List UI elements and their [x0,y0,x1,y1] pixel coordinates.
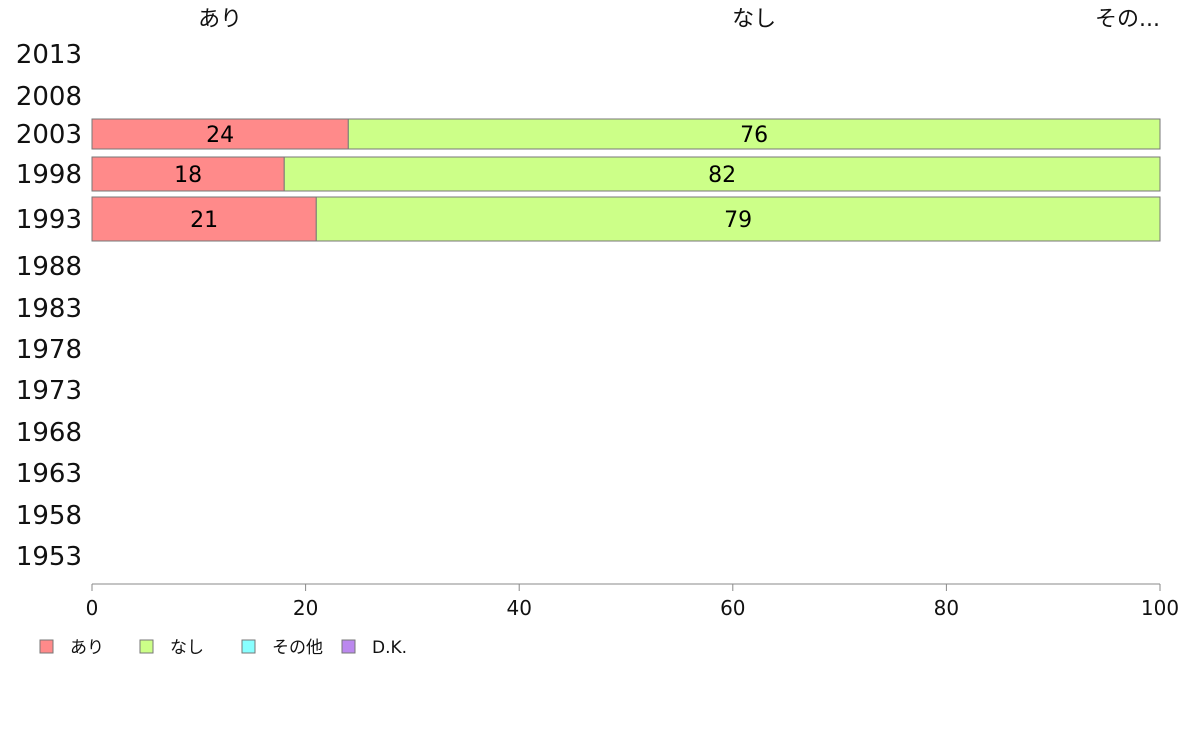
y-tick-label-1983: 1983 [16,294,82,324]
legend-label-2: その他 [272,638,323,658]
y-tick-label-1963: 1963 [16,459,82,489]
data-label-1998-1: 82 [708,163,736,188]
y-axis: 2013 2008 2003 1998 1993 1988 1983 1978 1973 1968… [16,40,82,572]
legend-swatch-1 [139,639,154,654]
legend-swatch-0 [39,639,54,654]
bar-segment-1993-1 [315,196,1161,242]
top-segment-labels: あり なし その... [198,7,1160,32]
bar-segment-2003-0 [91,118,349,150]
top-label-2: その... [1095,7,1160,32]
y-tick-label-1973: 1973 [16,376,82,406]
bar-segment-1998-0 [91,156,285,192]
data-label-2003-0: 24 [206,123,234,148]
x-tick-label-60: 60 [720,596,745,620]
y-tick-label-1978: 1978 [16,335,82,365]
x-tick-label-40: 40 [506,596,531,620]
data-label-2003-1: 76 [740,123,768,148]
y-tick-label-2008: 2008 [16,82,82,112]
y-tick-label-2003: 2003 [16,120,82,150]
data-label-1993-1: 79 [724,208,752,233]
y-tick-label-2013: 2013 [16,40,82,70]
y-tick-label-1958: 1958 [16,501,82,531]
top-label-1: なし [732,7,776,32]
bar-segment-1998-1 [283,156,1161,192]
y-tick-label-1968: 1968 [16,418,82,448]
legend: あり なし その他 D.K. [39,638,407,658]
y-tick-label-1998: 1998 [16,160,82,190]
bar-segment-1993-0 [91,196,317,242]
y-tick-label-1988: 1988 [16,252,82,282]
x-axis: 0 20 40 60 80 100 [86,583,1179,620]
x-tick-label-0: 0 [86,596,99,620]
x-tick-label-80: 80 [934,596,959,620]
legend-swatch-2 [241,639,256,654]
x-tick-label-20: 20 [293,596,318,620]
x-tick-label-100: 100 [1141,596,1179,620]
y-tick-label-1953: 1953 [16,542,82,572]
bar-segment-2003-1 [347,118,1161,150]
data-label-1998-0: 18 [174,163,202,188]
legend-label-0: あり [70,638,104,658]
legend-label-1: なし [170,638,204,658]
legend-label-3: D.K. [372,638,407,658]
y-tick-label-1993: 1993 [16,205,82,235]
data-label-1993-0: 21 [190,208,218,233]
legend-swatch-3 [341,639,356,654]
top-label-0: あり [198,7,242,32]
bars: 24 76 18 82 21 79 [91,118,1161,242]
